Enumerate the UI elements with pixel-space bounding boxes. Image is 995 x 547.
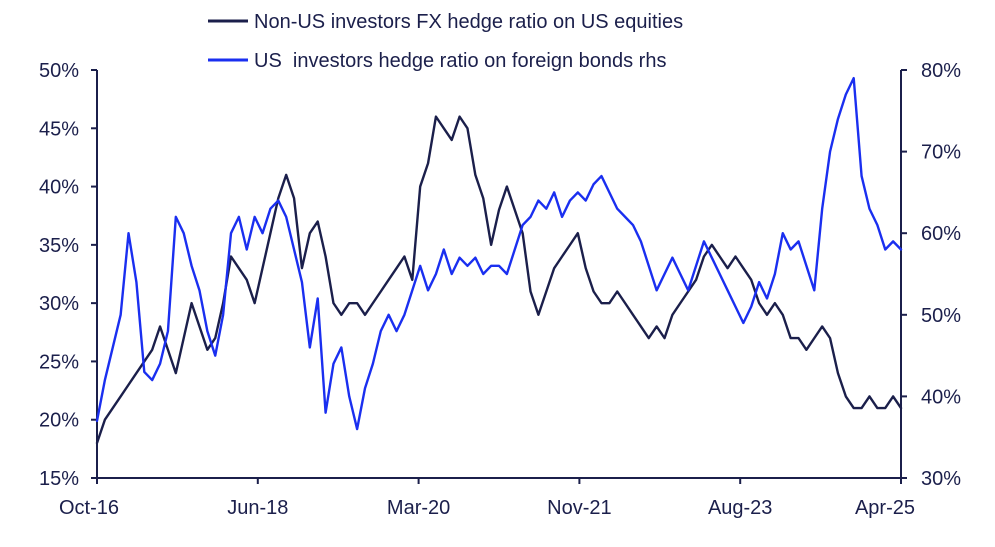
right-y-tick-label: 70% xyxy=(921,142,961,164)
x-tick-label: Jun-18 xyxy=(227,497,288,519)
x-axis-ticks: Oct-16 Jun-18 Mar-20 Nov-21 Aug-23 Apr-25 xyxy=(59,478,915,519)
series-line-us-foreign-bonds xyxy=(95,76,903,431)
x-tick-label: Nov-21 xyxy=(547,497,611,519)
left-y-tick-label: 45% xyxy=(39,118,79,140)
right-y-axis-ticks: 30% 40% 50% 60% 70% 80% xyxy=(901,60,961,490)
right-y-tick-label: 30% xyxy=(921,468,961,490)
legend-label-non-us-equities: Non-US investors FX hedge ratio on US eq… xyxy=(254,11,683,33)
right-y-tick-label: 60% xyxy=(921,223,961,245)
left-y-tick-label: 25% xyxy=(39,351,79,373)
right-y-tick-label: 40% xyxy=(921,386,961,408)
left-y-tick-label: 40% xyxy=(39,177,79,199)
legend: Non-US investors FX hedge ratio on US eq… xyxy=(208,11,683,72)
x-tick-label: Apr-25 xyxy=(855,497,915,519)
left-y-axis-ticks: 15% 20% 25% 30% 35% 40% 45% 50% xyxy=(39,60,97,490)
left-y-tick-label: 35% xyxy=(39,235,79,257)
right-y-tick-label: 50% xyxy=(921,305,961,327)
x-tick-label: Mar-20 xyxy=(387,497,450,519)
left-y-tick-label: 30% xyxy=(39,293,79,315)
left-y-tick-label: 50% xyxy=(39,60,79,82)
x-tick-label: Oct-16 xyxy=(59,497,119,519)
series-layer xyxy=(95,76,903,445)
left-y-tick-label: 15% xyxy=(39,468,79,490)
legend-item-non-us-equities: Non-US investors FX hedge ratio on US eq… xyxy=(208,11,683,33)
right-y-tick-label: 80% xyxy=(921,60,961,82)
series-line-non-us-equities xyxy=(95,115,903,445)
left-y-tick-label: 20% xyxy=(39,410,79,432)
legend-item-us-foreign-bonds: US investors hedge ratio on foreign bond… xyxy=(208,50,666,72)
legend-label-us-foreign-bonds: US investors hedge ratio on foreign bond… xyxy=(254,50,666,72)
x-tick-label: Aug-23 xyxy=(708,497,773,519)
